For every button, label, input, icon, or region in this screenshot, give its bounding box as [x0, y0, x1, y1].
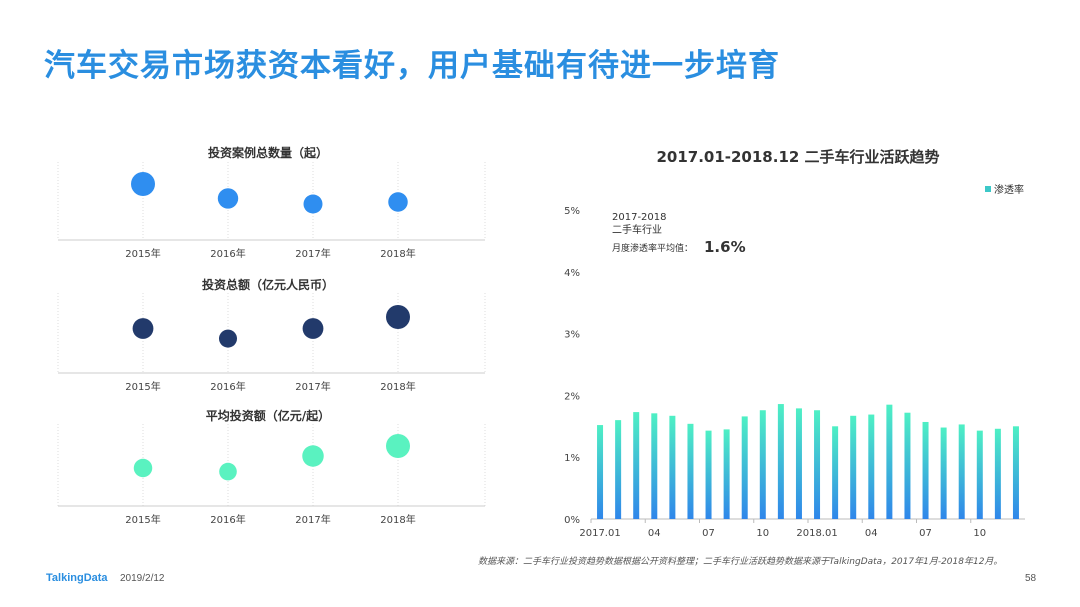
bar [1012, 426, 1019, 519]
bubble-chart-total-amount: 投资总额（亿元人民币） 2015年 2016年 2017年 2018年 [57, 277, 486, 393]
bubble-point [132, 318, 154, 339]
chart-title: 投资总额（亿元人民币） [202, 277, 334, 292]
annotation-value: 1.6% [704, 238, 746, 256]
x-tick-label: 07 [919, 528, 932, 539]
bubble-point [217, 188, 239, 209]
bar [705, 430, 712, 519]
page-number: 58 [1025, 573, 1037, 584]
page-title: 汽车交易市场获资本看好，用户基础有待进一步培育 [44, 48, 780, 84]
x-tick-label: 2015年 [125, 513, 160, 526]
x-tick-label: 2015年 [125, 247, 160, 260]
x-tick-label: 10 [756, 528, 769, 539]
bubble-point [302, 445, 324, 467]
bubble-point [386, 305, 410, 329]
bar [994, 428, 1001, 519]
y-tick-label: 1% [564, 453, 580, 464]
bar [850, 415, 857, 519]
y-tick-label: 2% [564, 391, 580, 402]
bar [633, 412, 640, 519]
y-tick-label: 5% [564, 206, 580, 217]
bar [814, 410, 821, 519]
x-tick-label: 2017.01 [579, 528, 620, 539]
x-tick-label: 2018年 [380, 513, 415, 526]
x-tick-label: 2017年 [295, 513, 330, 526]
x-tick-label: 10 [973, 528, 986, 539]
bar [651, 413, 658, 519]
bar [615, 420, 622, 519]
bubble-chart-average-amount: 平均投资额（亿元/起） 2015年 2016年 2017年 2018年 [57, 408, 486, 526]
bar [958, 424, 965, 519]
bar [886, 404, 893, 519]
bubble-chart-case-count: 投资案例总数量（起） 2015年 2016年 2017年 2018年 [57, 145, 486, 260]
x-tick-label: 2016年 [210, 380, 245, 393]
bar [723, 429, 730, 519]
x-tick-label: 07 [702, 528, 715, 539]
bar [777, 404, 784, 519]
x-tick-label: 2018.01 [796, 528, 837, 539]
bar [868, 414, 875, 519]
bar [940, 427, 947, 519]
x-tick-label: 2016年 [210, 513, 245, 526]
annotation-line1: 2017-2018 [612, 212, 667, 223]
bar [832, 426, 839, 519]
chart-title: 投资案例总数量（起） [208, 145, 328, 160]
bubble-point [303, 194, 323, 214]
chart-title: 2017.01-2018.12 二手车行业活跃趋势 [656, 148, 939, 166]
bubble-point [219, 329, 237, 348]
annotation-line3: 月度渗透率平均值： [612, 242, 693, 254]
bar-chart-penetration: 2017.01-2018.12 二手车行业活跃趋势 渗透率 2017-2018 … [564, 148, 1025, 539]
y-tick-label: 3% [564, 330, 580, 341]
chart-title: 平均投资额（亿元/起） [206, 408, 330, 423]
source-note: 数据来源：二手车行业投资趋势数据根据公开资料整理；二手车行业活跃趋势数据来源于T… [478, 557, 1003, 567]
bar [759, 410, 766, 519]
bubble-point [386, 434, 410, 458]
bar [904, 412, 911, 519]
x-tick-label: 2015年 [125, 380, 160, 393]
bar [597, 425, 604, 519]
x-tick-label: 2017年 [295, 247, 330, 260]
y-tick-label: 0% [564, 515, 580, 526]
x-tick-label: 2018年 [380, 380, 415, 393]
bubble-point [133, 458, 153, 478]
legend-label: 渗透率 [994, 183, 1024, 196]
x-tick-label: 04 [648, 528, 661, 539]
bar [976, 430, 983, 519]
bar [922, 421, 929, 519]
bubble-point [388, 192, 408, 212]
x-tick-label: 2017年 [295, 380, 330, 393]
bar [687, 423, 694, 519]
bar [795, 408, 802, 519]
annotation-line2: 二手车行业 [612, 223, 662, 236]
x-tick-label: 2016年 [210, 247, 245, 260]
legend-swatch [985, 186, 991, 192]
y-tick-label: 4% [564, 268, 580, 279]
bubble-point [131, 172, 155, 196]
x-tick-label: 04 [865, 528, 878, 539]
bar [669, 415, 676, 519]
bubble-point [302, 318, 324, 339]
bar [741, 416, 748, 519]
brand-logo: TalkingData [46, 572, 108, 584]
x-tick-label: 2018年 [380, 247, 415, 260]
bubble-point [219, 462, 237, 481]
footer-date: 2019/2/12 [120, 573, 165, 584]
